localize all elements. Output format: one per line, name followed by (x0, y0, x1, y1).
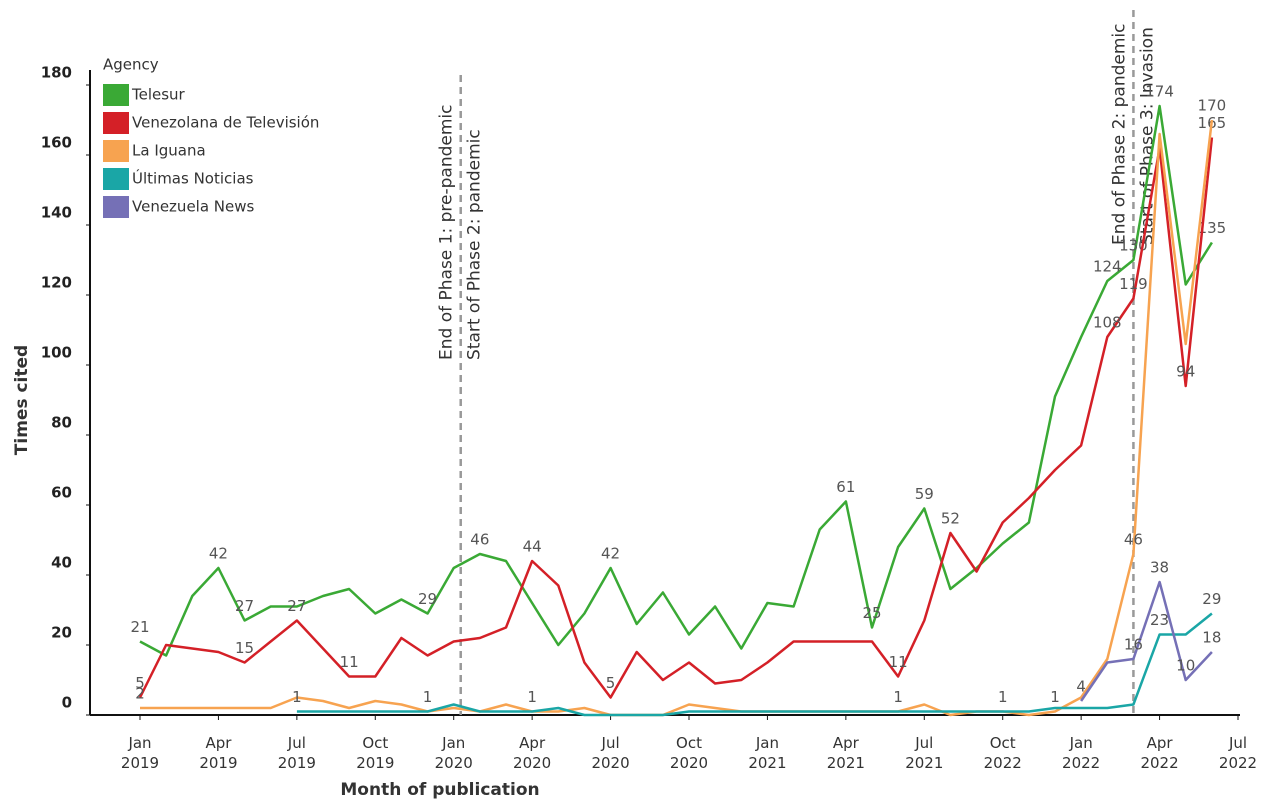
data-label: 15 (235, 639, 254, 657)
data-label: 4 (1076, 678, 1086, 696)
data-label: 1 (292, 688, 302, 706)
x-tick-label: Apr 2019 (199, 734, 237, 772)
data-label: 135 (1198, 219, 1227, 237)
data-label: 21 (130, 618, 149, 636)
data-label: 42 (209, 545, 228, 563)
y-tick-label: 100 (41, 344, 72, 362)
y-tick-label: 160 (41, 134, 72, 152)
series-line (139, 104, 1213, 657)
data-label: 108 (1093, 314, 1122, 332)
legend-label: Telesur (131, 86, 186, 104)
legend-label: Venezolana de Televisión (132, 114, 319, 132)
data-label: 119 (1119, 275, 1148, 293)
legend-swatch (103, 168, 129, 190)
x-axis-title: Month of publication (340, 780, 539, 800)
data-label: 29 (418, 590, 437, 608)
x-tick-label: Oct 2019 (356, 734, 394, 772)
data-label: 52 (941, 510, 960, 528)
phase-label: End of Phase 2: pandemic (1109, 24, 1129, 245)
data-label: 42 (601, 545, 620, 563)
x-tick-label: Oct 2022 (984, 734, 1022, 772)
legend-label: Últimas Noticias (132, 169, 254, 188)
data-label: 16 (1124, 636, 1143, 654)
x-tick-label: Jan 2021 (748, 734, 786, 772)
legend-swatch (103, 140, 129, 162)
data-label: 11 (889, 653, 908, 671)
data-label: 25 (862, 604, 881, 622)
y-tick-label: 0 (62, 694, 72, 712)
x-tick-label: Apr 2022 (1140, 734, 1178, 772)
data-label: 27 (287, 597, 306, 615)
series-line (140, 119, 1214, 717)
series-line (1080, 580, 1213, 702)
legend-label: Venezuela News (132, 198, 255, 216)
data-label: 27 (235, 597, 254, 615)
data-label: 10 (1176, 657, 1195, 675)
y-tick-label: 60 (51, 484, 72, 502)
data-label: 5 (135, 674, 145, 692)
data-label: 94 (1176, 363, 1195, 381)
data-label: 2 (135, 685, 145, 703)
x-tick-label: Jul 2020 (591, 734, 629, 772)
x-tick-label: Jul 2022 (1219, 734, 1257, 772)
data-label: 18 (1202, 629, 1221, 647)
data-label: 44 (523, 538, 542, 556)
data-label: 170 (1198, 97, 1227, 115)
data-label: 46 (1124, 531, 1143, 549)
data-label: 1 (893, 688, 903, 706)
data-label: 1 (527, 688, 537, 706)
data-label: 59 (915, 485, 934, 503)
phase-label: Start of Phase 2: pandemic (465, 129, 485, 360)
legend-label: La Iguana (132, 142, 206, 160)
y-tick-label: 40 (51, 554, 72, 572)
data-label: 1 (423, 688, 433, 706)
phase-label: End of Phase 1: pre-pandemic (437, 105, 457, 360)
x-tick-label: Jan 2019 (121, 734, 159, 772)
legend-swatch (103, 196, 129, 218)
x-tick-label: Oct 2020 (670, 734, 708, 772)
y-tick-label: 20 (51, 624, 72, 642)
y-tick-label: 180 (41, 64, 72, 82)
legend-swatch (103, 112, 129, 134)
series-line (296, 612, 1213, 717)
x-tick-label: Jul 2019 (278, 734, 316, 772)
x-tick-label: Apr 2021 (827, 734, 865, 772)
x-tick-label: Jan 2020 (435, 734, 473, 772)
y-axis-title: Times cited (12, 345, 32, 455)
series-line (138, 137, 1214, 699)
y-tick-label: 80 (51, 414, 72, 432)
x-tick-label: Jul 2021 (905, 734, 943, 772)
y-tick-label: 120 (41, 274, 72, 292)
data-label: 38 (1150, 559, 1169, 577)
data-label: 5 (606, 674, 616, 692)
data-label: 174 (1145, 83, 1174, 101)
x-tick-label: Apr 2020 (513, 734, 551, 772)
data-label: 46 (470, 531, 489, 549)
data-label: 61 (836, 478, 855, 496)
data-label: 1 (998, 688, 1008, 706)
x-tick-label: Jan 2022 (1062, 734, 1100, 772)
data-label: 11 (340, 653, 359, 671)
data-label: 23 (1150, 611, 1169, 629)
data-label: 29 (1202, 590, 1221, 608)
y-tick-label: 140 (41, 204, 72, 222)
legend-title: Agency (103, 56, 159, 74)
legend-swatch (103, 84, 129, 106)
data-label: 124 (1093, 258, 1122, 276)
data-label: 1 (1050, 688, 1060, 706)
